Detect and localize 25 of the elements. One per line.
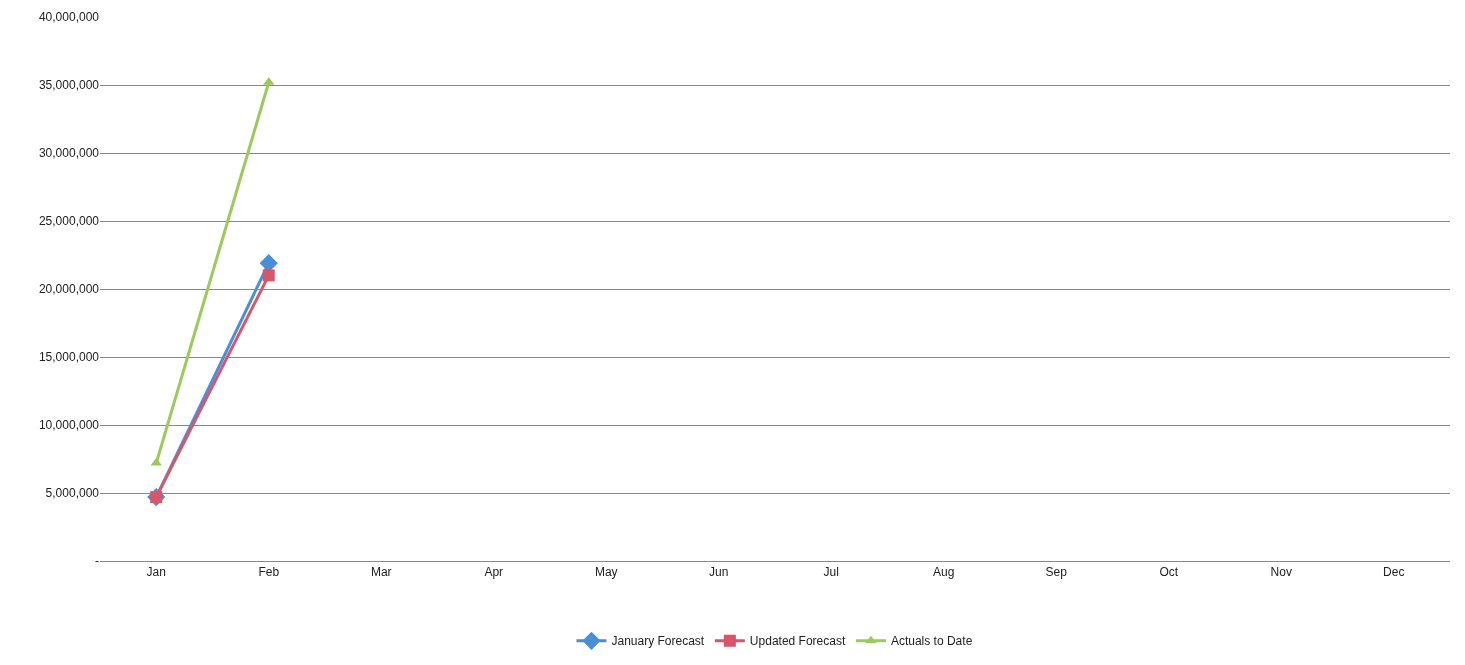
y-tick-label: 25,000,000: [38, 214, 100, 229]
x-tick-label: Jul: [823, 565, 839, 580]
y-tick-label: 5,000,000: [45, 486, 100, 501]
y-tick-label: 35,000,000: [38, 78, 100, 93]
x-tick-label: Jun: [709, 565, 729, 580]
x-tick-label: Oct: [1159, 565, 1179, 580]
y-tick-label: 30,000,000: [38, 146, 100, 161]
x-tick-label: Nov: [1270, 565, 1292, 580]
point: [262, 269, 275, 282]
x-tick-label: Aug: [933, 565, 955, 580]
x-tick-label: Mar: [370, 565, 392, 580]
legend-label: January Forecast: [611, 634, 705, 649]
x-tick-label: Apr: [484, 565, 504, 580]
x-tick-label: Feb: [258, 565, 280, 580]
y-tick-label: 20,000,000: [38, 282, 100, 297]
y-tick-label: -: [95, 554, 99, 569]
y-tick-label: 40,000,000: [38, 10, 100, 25]
x-tick-label: Jan: [146, 565, 166, 580]
legend-label: Updated Forecast: [749, 634, 846, 649]
legend-label: Actuals to Date: [890, 634, 973, 649]
x-tick-label: Sep: [1045, 565, 1068, 580]
x-tick-label: Dec: [1383, 565, 1405, 580]
x-tick-label: May: [594, 565, 618, 580]
y-tick-label: 10,000,000: [38, 418, 100, 433]
y-tick-label: 15,000,000: [38, 350, 100, 365]
